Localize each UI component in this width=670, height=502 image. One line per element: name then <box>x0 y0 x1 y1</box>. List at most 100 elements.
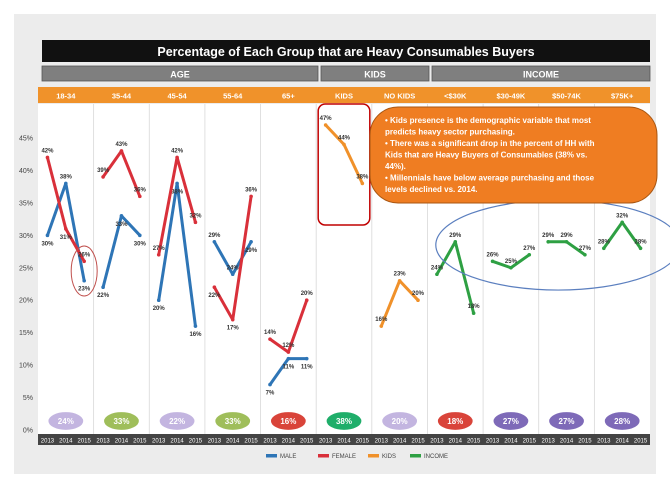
x-tick-label: 2014 <box>115 439 129 445</box>
x-tick-label: 2015 <box>634 439 648 445</box>
data-label: 30% <box>41 241 54 247</box>
y-tick-label: 5% <box>23 395 33 402</box>
data-point <box>175 155 179 160</box>
y-tick-label: 30% <box>19 233 33 240</box>
data-label: 28% <box>635 239 648 245</box>
data-label: 32% <box>616 213 629 219</box>
data-point <box>119 149 124 153</box>
group-header-bar <box>431 65 651 82</box>
data-point <box>175 181 179 186</box>
x-tick-label: 2013 <box>96 439 110 445</box>
callout-text: levels declined vs. 2014. <box>385 185 478 194</box>
panel-label: 55-64 <box>223 92 243 101</box>
y-tick-label: 15% <box>19 330 33 337</box>
data-label: 24% <box>227 265 240 271</box>
y-tick-label: 20% <box>19 298 33 305</box>
summary-badge <box>158 410 196 432</box>
data-label: 29% <box>449 233 462 239</box>
data-point <box>45 155 50 160</box>
summary-badge <box>603 410 641 432</box>
x-tick-label: 2013 <box>375 439 389 445</box>
data-label: 24% <box>431 265 444 271</box>
x-tick-label: 2015 <box>189 439 203 445</box>
legend-label: KIDS <box>382 454 396 460</box>
summary-badge-label: 24% <box>58 417 74 426</box>
y-tick-label: 40% <box>19 168 33 175</box>
data-point <box>342 142 346 147</box>
data-point <box>360 181 365 186</box>
data-point <box>101 285 105 290</box>
y-tick-label: 25% <box>19 265 33 272</box>
data-point <box>138 233 142 238</box>
data-point <box>638 246 643 251</box>
panel-label: $75K+ <box>611 92 634 101</box>
data-point <box>138 194 142 199</box>
data-label: 16% <box>375 317 388 323</box>
summary-badge-label: 16% <box>280 417 296 426</box>
summary-badge <box>492 410 530 432</box>
data-label: 27% <box>153 246 166 252</box>
data-point <box>156 252 161 257</box>
x-tick-label: 2015 <box>467 439 481 445</box>
legend-label: FEMALE <box>332 454 356 460</box>
data-point <box>212 240 217 244</box>
x-tick-label: 2014 <box>226 439 240 445</box>
x-tick-label: 2015 <box>523 439 537 445</box>
data-point <box>435 272 439 277</box>
data-label: 22% <box>208 293 221 299</box>
callout-text: • Kids presence is the demographic varia… <box>385 116 591 125</box>
summary-badge-label: 20% <box>392 417 408 426</box>
data-label: 28% <box>598 239 611 245</box>
x-tick-label: 2013 <box>597 439 611 445</box>
summary-badge <box>102 410 141 432</box>
data-point <box>64 227 68 231</box>
x-tick-label: 2015 <box>578 439 592 445</box>
summary-badge-label: 38% <box>336 417 352 426</box>
summary-badge <box>47 410 85 432</box>
summary-badge-label: 28% <box>614 417 630 426</box>
data-label: 27% <box>579 246 592 252</box>
summary-badge <box>214 410 252 432</box>
callout-text: predicts heavy sector purchasing. <box>385 128 515 137</box>
panel-label: KIDS <box>335 92 353 101</box>
x-tick-label: 2015 <box>133 439 147 445</box>
data-point <box>268 337 272 341</box>
x-tick-label: 2014 <box>393 439 407 445</box>
data-point <box>323 123 328 127</box>
data-label: 38% <box>60 174 73 180</box>
data-label: 29% <box>208 233 221 239</box>
group-header-bar <box>41 65 319 82</box>
panel-label-bar <box>38 87 650 103</box>
x-tick-label: 2015 <box>244 439 258 445</box>
summary-badge <box>436 410 474 432</box>
callout-bubble <box>369 106 658 204</box>
data-point <box>193 324 198 328</box>
x-tick-label: 2014 <box>560 439 574 445</box>
summary-badge <box>325 410 363 432</box>
data-point <box>527 252 532 257</box>
legend-label: MALE <box>280 454 296 460</box>
data-point <box>45 233 50 238</box>
callout-text: Kids that are Heavy Buyers of Consumable… <box>385 151 587 160</box>
data-label: 14% <box>264 330 277 336</box>
callout-text: • There was a significant drop in the pe… <box>385 139 595 148</box>
y-tick-label: 0% <box>23 428 33 435</box>
panel-label: <$30K <box>444 92 467 101</box>
x-tick-label: 2014 <box>170 439 184 445</box>
panel-label: NO KIDS <box>384 92 415 101</box>
data-point <box>193 220 198 225</box>
data-point <box>602 246 606 251</box>
summary-badge-label: 27% <box>503 417 519 426</box>
data-label: 47% <box>320 116 333 122</box>
data-point <box>564 240 569 244</box>
data-label: 20% <box>153 306 166 312</box>
data-point <box>509 265 513 270</box>
data-label: 39% <box>97 168 110 174</box>
data-point <box>156 298 161 303</box>
legend-swatch <box>266 454 277 458</box>
data-point <box>546 240 550 244</box>
data-label: 25% <box>505 259 518 265</box>
data-point <box>119 214 124 218</box>
data-point <box>82 259 86 264</box>
data-label: 20% <box>301 291 314 297</box>
